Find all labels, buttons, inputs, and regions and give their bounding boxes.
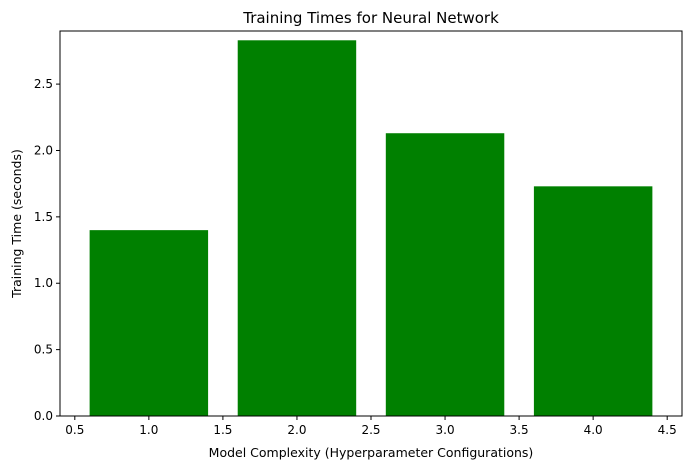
x-tick-label: 0.5 (65, 423, 84, 437)
x-tick-label: 4.0 (584, 423, 603, 437)
y-axis-ticks: 0.0 0.5 1.0 1.5 2.0 2.5 (34, 77, 60, 423)
y-tick-label: 0.5 (34, 343, 53, 357)
x-axis-ticks: 0.5 1.0 1.5 2.0 2.5 3.0 3.5 4.0 4.5 (65, 416, 677, 437)
y-tick-label: 2.0 (34, 143, 53, 157)
y-tick-label: 2.5 (34, 77, 53, 91)
x-tick-label: 4.5 (658, 423, 677, 437)
x-axis-label: Model Complexity (Hyperparameter Configu… (209, 445, 534, 460)
x-tick-label: 3.0 (436, 423, 455, 437)
x-tick-label: 1.5 (213, 423, 232, 437)
x-tick-label: 2.5 (361, 423, 380, 437)
bars-group (89, 40, 653, 417)
y-axis-label: Training Time (seconds) (9, 149, 24, 299)
chart-title: Training Times for Neural Network (242, 9, 499, 27)
y-tick-label: 1.0 (34, 276, 53, 290)
y-tick-label: 0.0 (34, 409, 53, 423)
x-tick-label: 2.0 (287, 423, 306, 437)
bar (237, 40, 357, 417)
x-tick-label: 3.5 (510, 423, 529, 437)
bar (533, 186, 653, 416)
y-tick-label: 1.5 (34, 210, 53, 224)
bar (385, 133, 505, 417)
x-tick-label: 1.0 (139, 423, 158, 437)
plot-frame (59, 30, 683, 417)
bar (89, 230, 209, 416)
